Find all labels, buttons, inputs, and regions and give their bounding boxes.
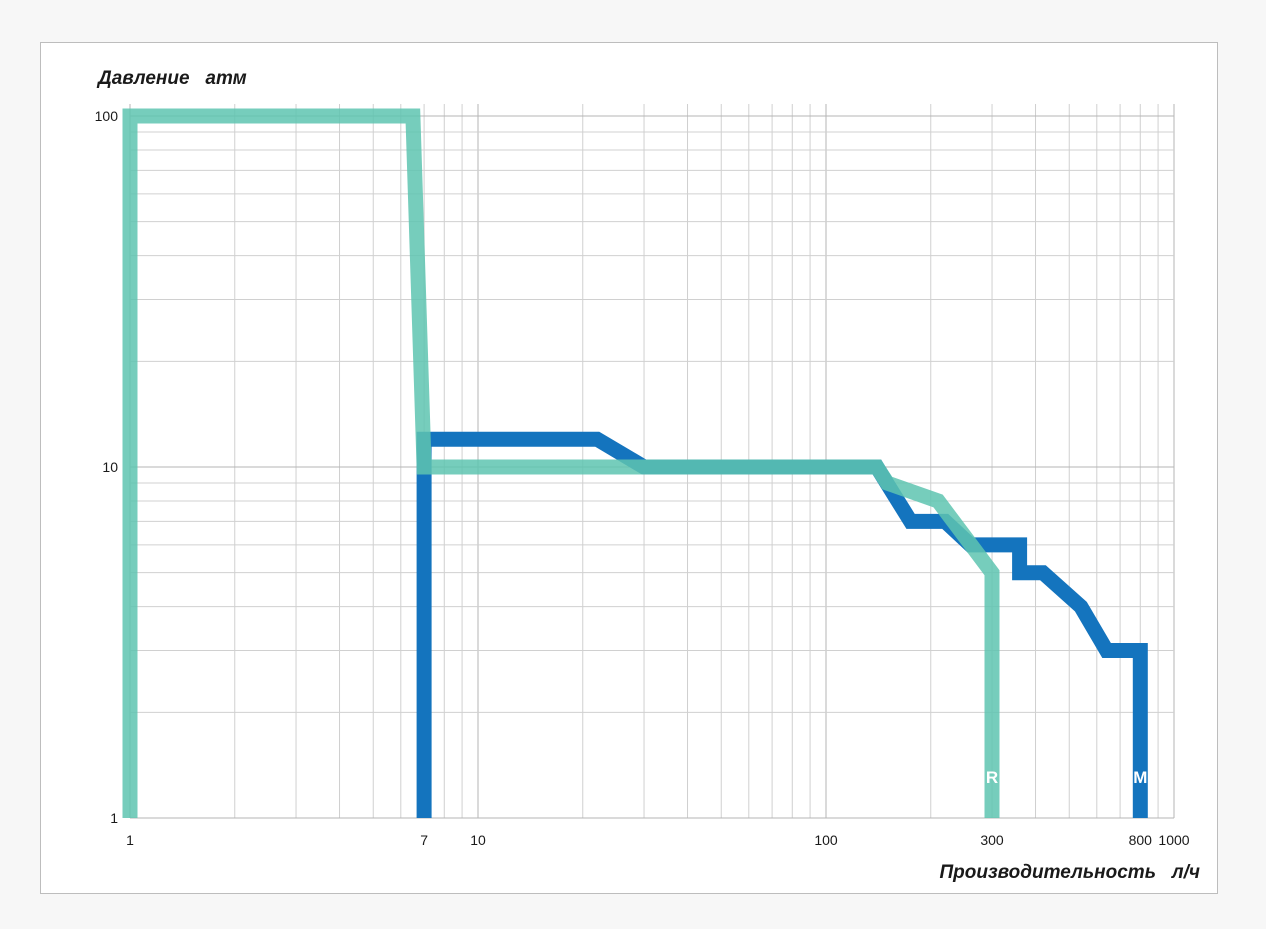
series-label-r: R — [986, 768, 998, 787]
x-tick-label: 100 — [814, 832, 838, 848]
series-line-r — [122, 108, 1000, 818]
x-tick-label: 1 — [126, 832, 134, 848]
series-label-m: M — [1133, 768, 1147, 787]
tick-labels: 1 7 10 100 300 800 1000 100 10 1 — [95, 108, 1190, 848]
x-tick-label: 10 — [470, 832, 486, 848]
x-tick-label: 800 — [1129, 832, 1153, 848]
y-axis-title: Давление атм — [96, 68, 247, 89]
x-axis-title: Производительность л/ч — [939, 862, 1200, 883]
y-tick-label: 1 — [110, 810, 118, 826]
series-layer: MR — [122, 108, 1148, 818]
y-tick-label: 100 — [95, 108, 119, 124]
x-tick-label: 300 — [980, 832, 1004, 848]
y-tick-label: 10 — [102, 459, 118, 475]
x-tick-label: 7 — [420, 832, 428, 848]
x-tick-label: 1000 — [1158, 832, 1189, 848]
series-line-m — [416, 431, 1148, 818]
